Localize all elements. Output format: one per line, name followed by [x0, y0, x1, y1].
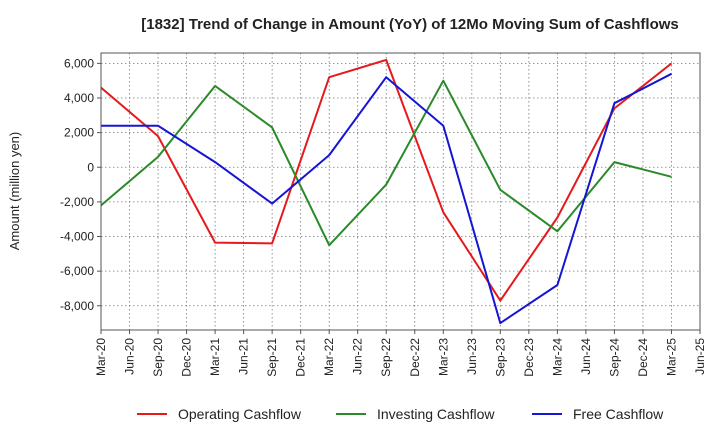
- x-tick-label: Sep-22: [379, 338, 393, 377]
- x-axis-ticks: Mar-20 Jun-20 Sep-20 Dec-20 Mar-21 Jun-21 Sep-…: [94, 330, 707, 377]
- y-tick-label: -2,000: [60, 195, 94, 209]
- x-tick-label: Dec-23: [522, 338, 536, 377]
- legend: Operating Cashflow Investing Cashflow Free…: [137, 406, 664, 422]
- y-tick-label: -4,000: [60, 230, 94, 244]
- x-tick-label: Mar-24: [550, 338, 564, 376]
- series-line-free-cashflow: [101, 72, 672, 325]
- y-tick-label: -6,000: [60, 264, 94, 278]
- x-tick-label: Sep-23: [493, 338, 507, 377]
- x-tick-label: Mar-25: [664, 338, 678, 376]
- x-tick-label: Mar-22: [322, 338, 336, 376]
- y-tick-label: 4,000: [64, 91, 94, 105]
- series-line-investing-cashflow: [100, 79, 672, 247]
- y-tick-label: 6,000: [64, 56, 94, 70]
- x-tick-label: Jun-21: [237, 338, 251, 375]
- series-lines: [100, 58, 673, 325]
- x-tick-label: Jun-24: [579, 338, 593, 375]
- x-tick-label: Sep-21: [265, 338, 279, 377]
- x-tick-label: Dec-24: [636, 338, 650, 377]
- x-tick-label: Jun-23: [465, 338, 479, 375]
- x-tick-label: Dec-22: [408, 338, 422, 377]
- x-tick-label: Mar-23: [436, 338, 450, 376]
- y-tick-label: -8,000: [60, 299, 94, 313]
- x-tick-label: Dec-20: [180, 338, 194, 377]
- chart-title: [1832] Trend of Change in Amount (YoY) o…: [141, 16, 679, 33]
- x-tick-label: Jun-20: [123, 338, 137, 375]
- y-tick-label: 2,000: [64, 126, 94, 140]
- x-tick-label: Sep-20: [151, 338, 165, 377]
- x-tick-label: Dec-21: [294, 338, 308, 377]
- y-axis-ticks: -8,000 -6,000 -4,000 -2,000 0 2,000 4,000 6,000: [60, 56, 101, 313]
- x-tick-label: Mar-20: [94, 338, 108, 376]
- legend-label: Free Cashflow: [573, 406, 664, 422]
- grid: [100, 53, 701, 330]
- legend-label: Operating Cashflow: [178, 406, 302, 422]
- x-tick-label: Mar-21: [208, 338, 222, 376]
- plot-frame: [100, 52, 701, 331]
- legend-label: Investing Cashflow: [377, 406, 495, 422]
- series-line-operating-cashflow: [100, 58, 673, 302]
- y-axis-title: Amount (million yen): [7, 132, 22, 251]
- x-tick-label: Sep-24: [607, 338, 621, 377]
- x-tick-label: Jun-22: [351, 338, 365, 375]
- x-tick-label: Jun-25: [693, 338, 707, 375]
- y-tick-label: 0: [87, 160, 94, 174]
